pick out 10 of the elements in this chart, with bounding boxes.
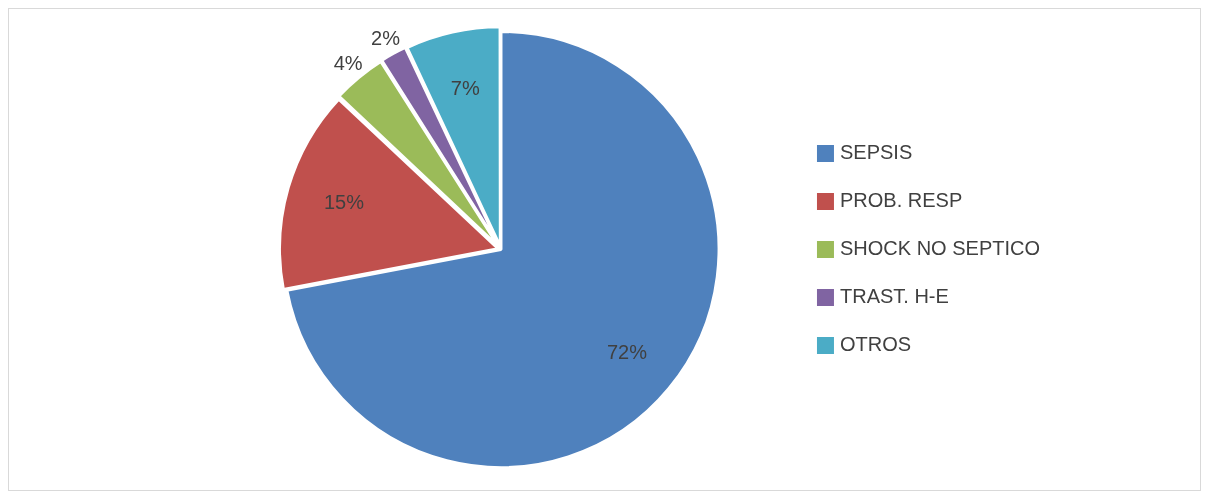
legend-label: SEPSIS <box>839 141 913 164</box>
data-label: 72% <box>606 341 648 364</box>
data-label: 4% <box>333 52 363 75</box>
legend-label: PROB. RESP <box>839 189 963 212</box>
legend-label: OTROS <box>839 333 912 356</box>
data-label: 15% <box>323 191 365 214</box>
data-label: 7% <box>450 77 480 100</box>
legend-label: TRAST. H-E <box>839 285 949 308</box>
data-label: 2% <box>371 26 401 49</box>
legend-label: SHOCK NO SEPTICO <box>839 237 1040 260</box>
